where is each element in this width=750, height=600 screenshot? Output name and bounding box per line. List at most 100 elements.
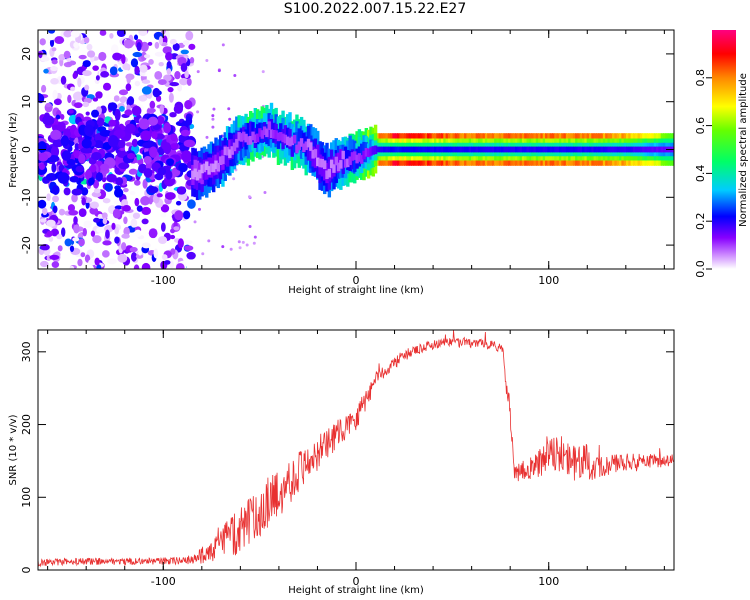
heatmap-noise-cell bbox=[261, 70, 265, 74]
heatmap-ridge-cell bbox=[582, 146, 586, 153]
heatmap-noise-cell bbox=[247, 195, 251, 199]
heatmap-noise-cell bbox=[82, 70, 92, 77]
heatmap-ridge-cell bbox=[528, 146, 533, 153]
heatmap-noise-cell bbox=[86, 43, 93, 51]
heatmap-noise-cell bbox=[38, 51, 43, 59]
heatmap-noise-cell bbox=[167, 87, 174, 93]
heatmap-ridge-cell bbox=[290, 136, 295, 146]
heatmap-ridge-cell bbox=[286, 136, 290, 146]
y-tick-label: 0 bbox=[20, 567, 33, 574]
heatmap-ridge-cell bbox=[276, 132, 281, 142]
heatmap-noise-cell bbox=[173, 226, 180, 231]
heatmap-noise-cell bbox=[100, 163, 110, 171]
colorbar-gradient bbox=[712, 30, 736, 269]
heatmap-noise-cell bbox=[112, 208, 121, 219]
heatmap-ridge-cell bbox=[473, 146, 477, 153]
heatmap-noise-cell bbox=[158, 236, 168, 244]
heatmap-ridge-cell bbox=[558, 146, 563, 153]
heatmap-noise-cell bbox=[154, 71, 163, 80]
heatmap-ridge-cell bbox=[628, 146, 632, 153]
heatmap-ridge-cell bbox=[360, 155, 364, 164]
heatmap-noise-cell bbox=[72, 91, 83, 101]
heatmap-ridge-cell bbox=[565, 146, 570, 153]
heatmap-ridge-cell bbox=[510, 146, 514, 153]
heatmap-noise-cell bbox=[45, 173, 58, 181]
heatmap-noise-cell bbox=[229, 247, 233, 251]
heatmap-noise-cell bbox=[66, 158, 76, 166]
heatmap-noise-cell bbox=[95, 75, 100, 81]
heatmap-noise-cell bbox=[72, 237, 80, 242]
heatmap-ridge-cell bbox=[461, 146, 466, 153]
y-tick-label: 20 bbox=[20, 47, 33, 61]
heatmap-noise-cell bbox=[106, 94, 111, 101]
colorbar-tick-label: 0.6 bbox=[694, 117, 707, 135]
heatmap-noise-cell bbox=[211, 114, 215, 118]
heatmap-noise-cell bbox=[51, 162, 57, 173]
heatmap-ridge-cell bbox=[295, 144, 299, 154]
heatmap-noise-cell bbox=[205, 58, 209, 62]
heatmap-noise-cell bbox=[170, 133, 178, 142]
heatmap-noise-cell bbox=[163, 142, 172, 155]
heatmap-noise-cell bbox=[124, 123, 136, 134]
heatmap-ridge-cell bbox=[198, 169, 202, 179]
heatmap-ridge-cell bbox=[249, 135, 253, 145]
heatmap-noise-cell bbox=[42, 115, 55, 126]
heatmap-ridge-cell bbox=[339, 149, 343, 170]
heatmap-ridge-cell bbox=[438, 146, 443, 153]
heatmap-ridge-cell bbox=[195, 171, 200, 181]
heatmap-noise-cell bbox=[90, 230, 96, 237]
heatmap-noise-cell bbox=[96, 117, 105, 127]
heatmap-ridge-cell bbox=[313, 147, 318, 168]
heatmap-noise-cell bbox=[166, 68, 172, 75]
heatmap-ridge-cell bbox=[563, 146, 567, 153]
heatmap-noise-cell bbox=[38, 199, 47, 209]
heatmap-ridge-cell bbox=[253, 134, 258, 144]
heatmap-noise-cell bbox=[151, 131, 158, 139]
heatmap-noise-cell bbox=[183, 139, 196, 148]
heatmap-noise-cell bbox=[123, 39, 134, 49]
heatmap-noise-cell bbox=[178, 162, 188, 173]
heatmap-noise-cell bbox=[252, 241, 256, 245]
heatmap-noise-cell bbox=[50, 78, 59, 85]
heatmap-ridge-cell bbox=[653, 146, 658, 153]
heatmap-noise-cell bbox=[52, 89, 58, 100]
heatmap-noise-cell bbox=[207, 239, 211, 243]
heatmap-noise-cell bbox=[121, 233, 130, 239]
heatmap-ridge-cell bbox=[346, 158, 350, 168]
heatmap-noise-cell bbox=[81, 197, 86, 206]
heatmap-noise-cell bbox=[129, 190, 136, 196]
heatmap-ridge-cell bbox=[336, 162, 341, 172]
heatmap-ridge-cell bbox=[616, 146, 621, 153]
heatmap-ridge-cell bbox=[341, 153, 345, 174]
heatmap-noise-cell bbox=[201, 252, 205, 256]
heatmap-noise-cell bbox=[83, 220, 93, 228]
heatmap-noise-cell bbox=[87, 177, 95, 186]
heatmap-ridge-cell bbox=[662, 146, 667, 153]
heatmap-noise-cell bbox=[147, 116, 159, 126]
heatmap-noise-cell bbox=[71, 193, 78, 203]
heatmap-noise-cell bbox=[92, 235, 102, 244]
heatmap-noise-cell bbox=[78, 238, 85, 247]
heatmap-noise-cell bbox=[212, 107, 216, 111]
heatmap-noise-cell bbox=[70, 30, 80, 38]
heatmap-noise-cell bbox=[156, 193, 163, 198]
heatmap-noise-cell bbox=[57, 121, 66, 132]
heatmap-noise-cell bbox=[107, 102, 118, 111]
heatmap-ridge-cell bbox=[443, 146, 447, 153]
heatmap-ridge-cell bbox=[403, 146, 408, 153]
heatmap-noise-cell bbox=[114, 236, 120, 244]
heatmap-ridge-cell bbox=[383, 146, 387, 153]
heatmap-noise-cell bbox=[248, 224, 252, 228]
heatmap-noise-cell bbox=[134, 229, 142, 238]
heatmap-noise-cell bbox=[107, 258, 117, 265]
heatmap-ridge-cell bbox=[246, 136, 251, 145]
heatmap-noise-cell bbox=[98, 51, 107, 61]
heatmap-noise-cell bbox=[93, 139, 104, 149]
heatmap-noise-cell bbox=[60, 75, 67, 85]
x-tick-label: 0 bbox=[353, 274, 360, 287]
heatmap-ridge-cell bbox=[343, 159, 348, 168]
heatmap-ridge-cell bbox=[649, 146, 653, 153]
heatmap-ridge-cell bbox=[327, 168, 332, 178]
heatmap-ridge-cell bbox=[325, 170, 329, 180]
heatmap-noise-cell bbox=[128, 168, 138, 175]
